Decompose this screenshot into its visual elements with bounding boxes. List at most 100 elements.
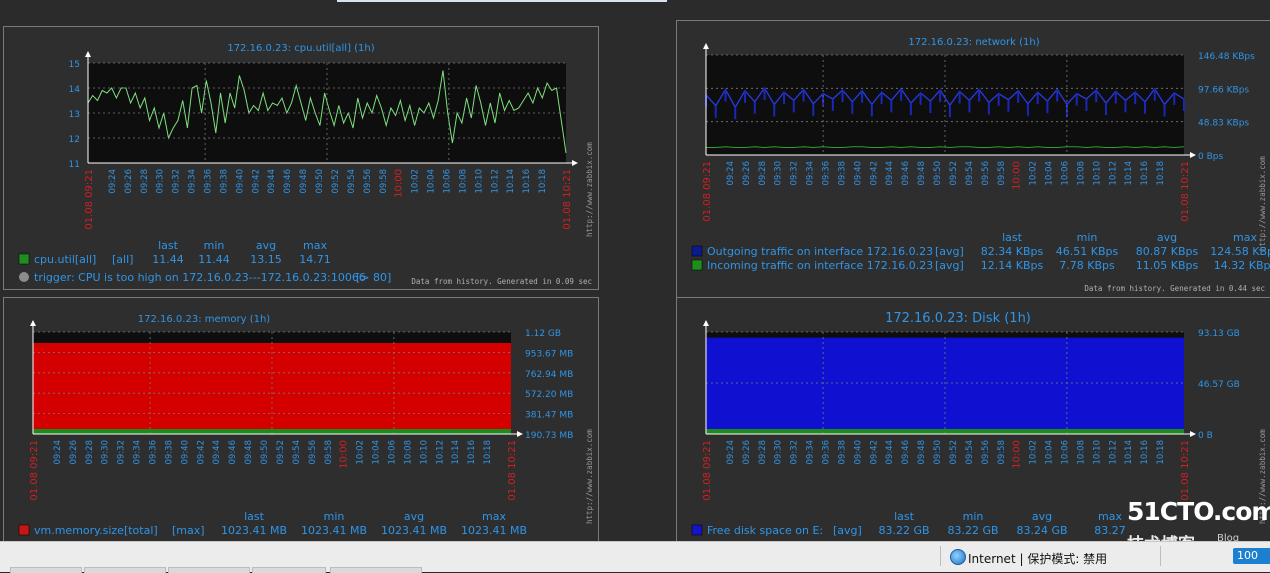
x-tick-label: 10:02 <box>1029 161 1039 186</box>
legend-header-last: last <box>894 510 915 523</box>
legend-item-func: [avg] <box>833 524 862 537</box>
graph-footer: Data from history. Generated in 0.44 sec <box>1084 284 1265 293</box>
x-tick-label: 09:32 <box>172 169 182 194</box>
series-line <box>87 70 567 154</box>
legend-item-name: Outgoing traffic on interface 172.16.0.2… <box>707 245 933 258</box>
x-tick-label: 10:12 <box>1108 161 1118 186</box>
x-tick-label: 10:06 <box>443 169 453 194</box>
legend-header-last: last <box>158 239 179 252</box>
zoom-level-button[interactable]: 100 <box>1233 548 1270 564</box>
legend-header-max: max <box>482 510 506 523</box>
legend-value-last: 11.44 <box>152 253 184 266</box>
x-tick-label: 09:36 <box>822 161 832 186</box>
x-tick-label: 09:52 <box>276 440 286 465</box>
graph-disk-svg: 172.16.0.23: Disk (1h) 93.13 GB 46.57 GB 0 … <box>691 311 1267 537</box>
legend-value-last: 1023.41 MB <box>221 524 287 537</box>
x-tick-label: 10:18 <box>538 169 548 194</box>
legend-header-max: max <box>303 239 327 252</box>
x-tick-label: 10:08 <box>403 440 413 465</box>
y-tick-label: 381.47 MB <box>525 411 573 421</box>
graph-network-svg: 172.16.0.23: network (1h) 146.48 KBps 97.6… <box>691 37 1270 293</box>
security-zone-text[interactable]: Internet | 保护模式: 禁用 <box>968 552 1108 566</box>
y-tick-label: 12 <box>69 135 80 145</box>
x-tick-label: 10:04 <box>372 440 382 465</box>
graph-title: 172.16.0.23: Disk (1h) <box>885 311 1031 326</box>
legend-value-avg: 80.87 KBps <box>1136 245 1199 258</box>
legend-value-min: 7.78 KBps <box>1059 259 1115 272</box>
status-divider <box>1160 546 1161 566</box>
legend-value-max: 83.27 <box>1094 524 1126 537</box>
legend-value-max: 14.71 <box>299 253 331 266</box>
trigger-text: trigger: CPU is too high on 172.16.0.23-… <box>34 271 366 284</box>
browser-tab-edge <box>337 0 667 2</box>
x-tick-label: 09:24 <box>53 440 63 465</box>
x-tick-label: 09:24 <box>108 169 118 194</box>
x-tick-label: 09:34 <box>133 440 143 465</box>
x-tick-label: 09:38 <box>219 169 229 194</box>
x-tick-label: 09:54 <box>965 161 975 186</box>
x-tick-label: 09:56 <box>981 161 991 186</box>
status-seg <box>10 567 82 573</box>
graph-title: 172.16.0.23: network (1h) <box>908 37 1039 48</box>
site-watermark-logo: 51CTO.com <box>1127 497 1270 526</box>
x-tick-label: 09:32 <box>790 161 800 186</box>
x-tick-label: 10:10 <box>474 169 484 194</box>
x-tick-label: 09:56 <box>308 440 318 465</box>
x-tick-label: 09:30 <box>156 169 166 194</box>
x-start-label: 01.08 09:21 <box>29 440 40 501</box>
y-axis-arrow <box>85 51 91 57</box>
legend-header-last: last <box>244 510 265 523</box>
x-tick-label: 09:50 <box>933 440 943 465</box>
x-tick-label: 09:48 <box>244 440 254 465</box>
x-tick-label: 09:48 <box>917 440 927 465</box>
x-tick-label: 10:12 <box>435 440 445 465</box>
x-axis-arrow <box>572 160 578 166</box>
x-tick-label: 10:04 <box>1045 440 1055 465</box>
legend-value-last: 83.22 GB <box>878 524 929 537</box>
legend-header-avg: avg <box>256 239 276 252</box>
x-tick-label: 09:24 <box>726 161 736 186</box>
x-tick-label: 09:28 <box>85 440 95 465</box>
x-tick-label: 10:06 <box>1061 440 1071 465</box>
x-tick-label: 09:36 <box>822 440 832 465</box>
legend-header-min: min <box>1077 231 1098 244</box>
legend-swatch <box>18 524 30 536</box>
legend-value-min: 11.44 <box>198 253 230 266</box>
x-tick-label: 10:08 <box>1076 440 1086 465</box>
x-start-label: 01.08 09:21 <box>702 161 713 222</box>
legend-value-avg: 1023.41 MB <box>381 524 447 537</box>
x-end-label: 01.08 10:21 <box>1180 440 1191 501</box>
x-tick-label: 10:00 <box>394 169 405 198</box>
legend-value-min: 83.22 GB <box>947 524 998 537</box>
x-tick-label: 09:30 <box>774 440 784 465</box>
graph-disk: 172.16.0.23: Disk (1h) 93.13 GB 46.57 GB 0 … <box>676 297 1270 543</box>
x-axis-arrow <box>1190 152 1196 158</box>
x-tick-label: 10:10 <box>1092 161 1102 186</box>
x-tick-label: 09:38 <box>837 440 847 465</box>
y-axis-arrow <box>703 320 709 326</box>
legend-item-func: [avg] <box>935 245 964 258</box>
x-tick-label: 10:02 <box>411 169 421 194</box>
x-tick-label: 10:14 <box>506 169 516 194</box>
status-divider <box>940 546 941 566</box>
x-tick-label: 10:12 <box>490 169 500 194</box>
legend-header-avg: avg <box>404 510 424 523</box>
x-tick-label: 09:28 <box>758 161 768 186</box>
legend-header-max: max <box>1098 510 1122 523</box>
x-end-label: 01.08 10:21 <box>507 440 518 501</box>
trigger-threshold: [> 80] <box>356 271 391 284</box>
series-line <box>705 86 1185 109</box>
x-tick-label: 10:02 <box>1029 440 1039 465</box>
browser-status-bar: Internet | 保护模式: 禁用 100 <box>0 541 1270 573</box>
x-tick-label: 09:40 <box>180 440 190 465</box>
graph-cpu-svg: 172.16.0.23: cpu.util[all] (1h) 15 14 13 12 1… <box>18 43 594 286</box>
graph-memory-svg: 172.16.0.23: memory (1h) 1.12 GB 953.67 MB… <box>18 314 594 537</box>
x-tick-label: 09:50 <box>933 161 943 186</box>
graph-title: 172.16.0.23: memory (1h) <box>138 314 271 325</box>
status-seg <box>84 567 166 573</box>
x-tick-label: 10:16 <box>522 169 532 194</box>
legend-header-min: min <box>204 239 225 252</box>
x-tick-label: 09:52 <box>949 440 959 465</box>
legend-item-name: vm.memory.size[total] <box>34 524 158 537</box>
legend-swatch <box>18 253 30 265</box>
